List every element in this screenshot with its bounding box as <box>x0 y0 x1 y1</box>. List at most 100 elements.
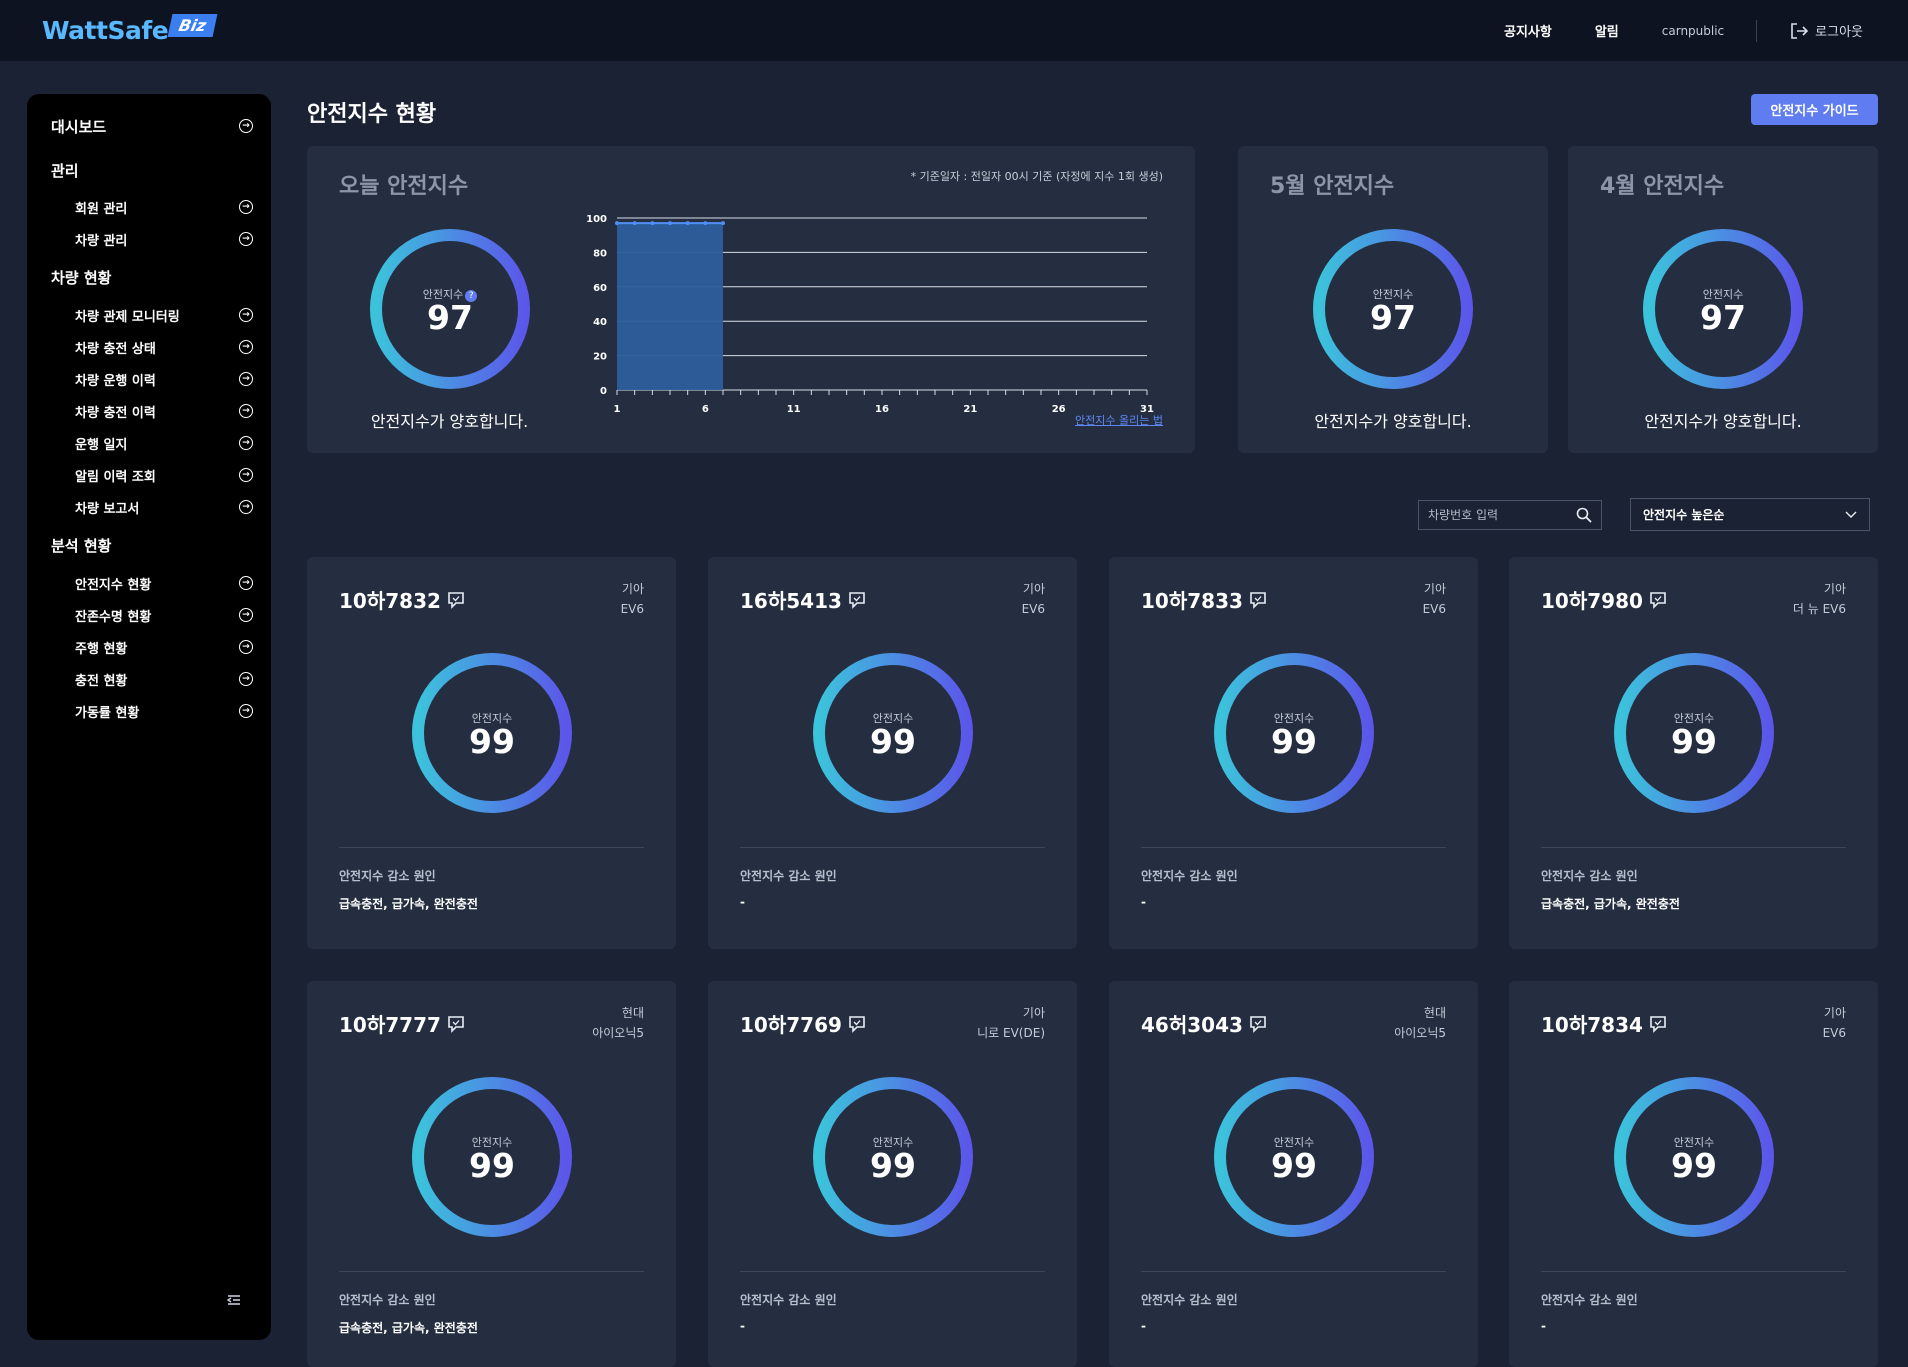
header-nav: 공지사항 알림 carnpublic 로그아웃 <box>1461 0 1863 61</box>
april-safety-card: 4월 안전지수 안전지수 97 안전지수가 양호합니다. <box>1568 146 1878 453</box>
sidebar-collapse-icon[interactable] <box>226 1294 241 1310</box>
sidebar-item-charge-history[interactable]: 차량 충전 이력 → <box>75 399 253 423</box>
decrease-reason-label: 안전지수 감소 원인 <box>740 1293 837 1307</box>
arrow-right-circle-icon: → <box>239 200 253 214</box>
message-icon[interactable] <box>447 591 465 609</box>
sidebar-item-label: 잔존수명 현황 <box>75 609 152 625</box>
sidebar-item-drive-status[interactable]: 주행 현황 → <box>75 635 253 659</box>
safety-guide-button[interactable]: 안전지수 가이드 <box>1751 94 1878 125</box>
vehicle-card[interactable]: 46허3043 현대 아이오닉5 안전지수 99 안전지수 감소 원인 - <box>1109 981 1478 1367</box>
decrease-reason: 급속충전, 급가속, 완전충전 <box>1541 897 1680 911</box>
sidebar-item-member-manage[interactable]: 회원 관리 → <box>75 195 253 219</box>
card-divider <box>339 847 644 848</box>
gauge-value: 99 <box>469 722 515 761</box>
gauge-value: 97 <box>427 298 473 337</box>
card-title: 5월 안전지수 <box>1270 174 1395 199</box>
arrow-right-circle-icon: → <box>239 640 253 654</box>
vehicle-maker: 현대 <box>1423 1006 1446 1020</box>
gauge-label: 안전지수? <box>367 286 533 302</box>
data-point <box>703 221 708 226</box>
gauge-value: 97 <box>1700 298 1746 337</box>
wattsafe-logo[interactable]: WattSafe Biz <box>42 13 218 47</box>
gauge-label: 안전지수 <box>1673 1136 1715 1149</box>
gauge-label: 안전지수 <box>471 712 513 725</box>
x-tick-label: 26 <box>1052 404 1066 415</box>
data-point <box>721 221 725 226</box>
sidebar-item-uptime-status[interactable]: 가동률 현황 → <box>75 699 253 723</box>
plate-number: 10하7833 <box>1141 589 1243 613</box>
message-icon[interactable] <box>1249 1015 1267 1033</box>
x-tick-label: 21 <box>963 404 977 415</box>
logout-button[interactable]: 로그아웃 <box>1789 21 1863 40</box>
notice-link[interactable]: 공지사항 <box>1504 25 1552 40</box>
vehicle-card[interactable]: 10하7834 기아 EV6 안전지수 99 안전지수 감소 원인 - <box>1509 981 1878 1367</box>
card-divider <box>339 1271 644 1272</box>
search-icon[interactable] <box>1576 507 1592 523</box>
gauge-label: 안전지수 <box>1273 712 1315 725</box>
sidebar-item-safety-status[interactable]: 안전지수 현황 → <box>75 571 253 595</box>
vehicle-card[interactable]: 10하7769 기아 니로 EV(DE) 안전지수 99 안전지수 감소 원인 - <box>708 981 1077 1367</box>
decrease-reason: - <box>1541 1319 1546 1333</box>
message-icon[interactable] <box>848 591 866 609</box>
arrow-right-circle-icon: → <box>239 468 253 482</box>
vehicle-plate: 46허3043 <box>1141 1009 1267 1038</box>
decrease-reason: - <box>740 1319 745 1333</box>
gauge-ring <box>1214 653 1374 813</box>
vehicle-card[interactable]: 10하7777 현대 아이오닉5 안전지수 99 안전지수 감소 원인 급속충전, 급가속,… <box>307 981 676 1367</box>
sidebar-item-vehicle-manage[interactable]: 차량 관리 → <box>75 227 253 251</box>
vehicle-plate: 10하7833 <box>1141 585 1267 614</box>
message-icon[interactable] <box>1249 591 1267 609</box>
sidebar-item-vehicle-report[interactable]: 차량 보고서 → <box>75 495 253 519</box>
raise-safety-link[interactable]: 안전지수 올리는 법 <box>1075 414 1163 427</box>
x-tick-label: 11 <box>787 404 801 415</box>
message-icon[interactable] <box>1649 591 1667 609</box>
help-icon[interactable]: ? <box>465 290 478 302</box>
message-icon[interactable] <box>848 1015 866 1033</box>
page-title: 안전지수 현황 <box>307 102 437 127</box>
series-area <box>617 223 723 390</box>
vehicle-maker: 기아 <box>1823 1006 1846 1020</box>
sidebar-item-dashboard[interactable]: 대시보드 → <box>51 114 253 138</box>
sidebar-item-alert-history[interactable]: 알림 이력 조회 → <box>75 463 253 487</box>
vehicle-card[interactable]: 10하7980 기아 더 뉴 EV6 안전지수 99 안전지수 감소 원인 급속충전, 급가… <box>1509 557 1878 949</box>
card-divider <box>1141 1271 1446 1272</box>
sidebar-item-label: 주행 현황 <box>75 641 128 657</box>
sidebar-item-life-status[interactable]: 잔존수명 현황 → <box>75 603 253 627</box>
data-point <box>650 221 655 226</box>
alert-link[interactable]: 알림 <box>1594 25 1619 40</box>
sidebar-item-label: 차량 충전 이력 <box>75 405 156 421</box>
y-tick-label: 100 <box>586 214 607 225</box>
gauge-value: 99 <box>1271 722 1317 761</box>
sidebar-item-drive-log[interactable]: 운행 일지 → <box>75 431 253 455</box>
sidebar-item-charge-state[interactable]: 차량 충전 상태 → <box>75 335 253 359</box>
sidebar-item-label: 충전 현황 <box>75 673 128 689</box>
sidebar-item-drive-history[interactable]: 차량 운행 이력 → <box>75 367 253 391</box>
decrease-reason-label: 안전지수 감소 원인 <box>1141 1293 1238 1307</box>
vehicle-card[interactable]: 10하7833 기아 EV6 안전지수 99 안전지수 감소 원인 - <box>1109 557 1478 949</box>
today-safety-card: 오늘 안전지수 안전지수? 97 안전지수가 양호합니다. * 기준일자 : 전… <box>307 146 1195 453</box>
sidebar-item-label: 회원 관리 <box>75 201 128 217</box>
vehicle-gauge: 안전지수 99 <box>810 1074 976 1240</box>
vehicle-gauge: 안전지수 99 <box>1211 1074 1377 1240</box>
status-text: 안전지수가 양호합니다. <box>1644 412 1802 431</box>
vehicle-card[interactable]: 16하5413 기아 EV6 안전지수 99 안전지수 감소 원인 - <box>708 557 1077 949</box>
chevron-down-icon <box>1845 511 1857 518</box>
message-icon[interactable] <box>1649 1015 1667 1033</box>
arrow-right-circle-icon: → <box>239 576 253 590</box>
search-input[interactable] <box>1428 508 1568 522</box>
arrow-right-circle-icon: → <box>239 704 253 718</box>
sidebar-item-charging-status[interactable]: 충전 현황 → <box>75 667 253 691</box>
x-tick-label: 16 <box>875 404 889 415</box>
sidebar-item-vehicle-monitoring[interactable]: 차량 관제 모니터링 → <box>75 303 253 327</box>
x-tick-label: 6 <box>702 404 709 415</box>
arrow-right-circle-icon: → <box>239 672 253 686</box>
sort-select[interactable]: 안전지수 높은순 <box>1630 498 1870 531</box>
decrease-reason: - <box>740 895 745 909</box>
card-divider <box>1141 847 1446 848</box>
arrow-right-circle-icon: → <box>239 608 253 622</box>
vehicle-gauge: 안전지수 99 <box>1611 650 1777 816</box>
vehicle-model: 기아 EV6 <box>1823 1003 1846 1043</box>
may-safety-card: 5월 안전지수 안전지수 97 안전지수가 양호합니다. <box>1238 146 1548 453</box>
vehicle-card[interactable]: 10하7832 기아 EV6 안전지수 99 안전지수 감소 원인 급속충전, 급가속, 완… <box>307 557 676 949</box>
message-icon[interactable] <box>447 1015 465 1033</box>
